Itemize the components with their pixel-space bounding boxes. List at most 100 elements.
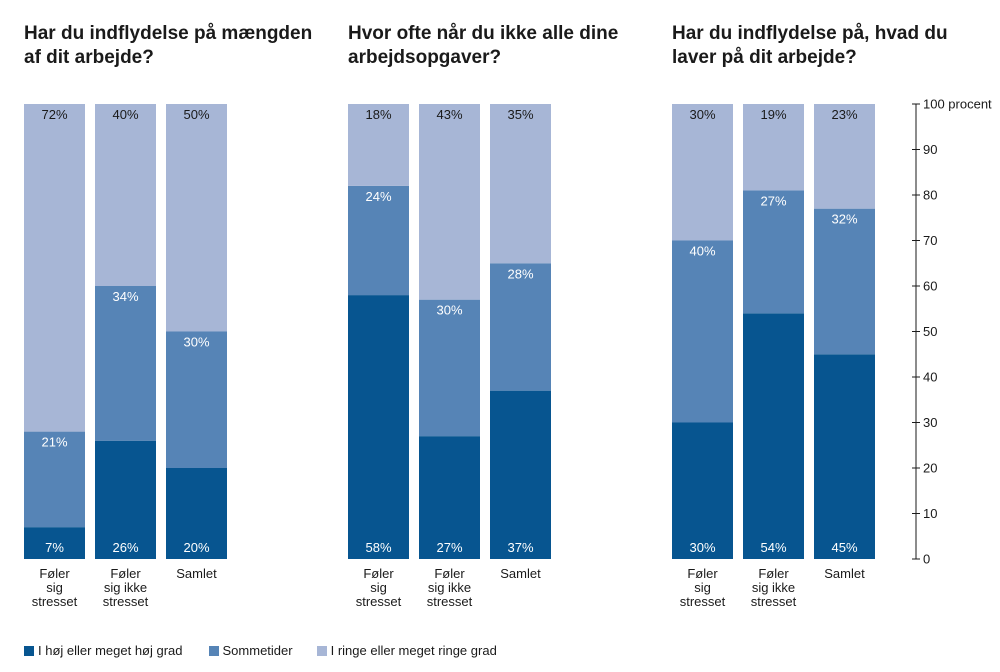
data-label: 54%	[760, 540, 786, 555]
bar-segment	[419, 299, 480, 437]
data-label: 24%	[365, 189, 391, 204]
data-label: 50%	[183, 107, 209, 122]
category-label: sig	[694, 580, 711, 595]
data-label: 43%	[436, 107, 462, 122]
data-label: 30%	[183, 335, 209, 350]
legend-label-low: I ringe eller meget ringe grad	[330, 643, 497, 658]
stacked-bar-charts: 7%21%72%Følersigstresset26%34%40%Følersi…	[24, 97, 992, 609]
bar-segment	[743, 104, 804, 191]
category-label: stresset	[356, 594, 402, 609]
bar-segment	[348, 185, 409, 296]
data-label: 34%	[112, 289, 138, 304]
data-label: 30%	[689, 540, 715, 555]
bar-segment	[672, 422, 733, 559]
legend: I høj eller meget høj grad Sommetider I …	[24, 643, 521, 658]
data-label: 26%	[112, 540, 138, 555]
bar-segment	[166, 331, 227, 468]
category-label: Føler	[39, 566, 70, 581]
category-label: Samlet	[500, 566, 541, 581]
bar-segment	[348, 104, 409, 186]
category-label: sig ikke	[104, 580, 147, 595]
bar-segment	[166, 468, 227, 559]
data-label: 28%	[507, 266, 533, 281]
bar-segment	[419, 436, 480, 559]
data-label: 30%	[689, 107, 715, 122]
category-label: Føler	[363, 566, 394, 581]
legend-swatch-high	[24, 645, 34, 656]
bar-segment	[490, 390, 551, 559]
category-label: stresset	[751, 594, 797, 609]
data-label: 19%	[760, 107, 786, 122]
bar-segment	[490, 263, 551, 391]
data-label: 32%	[831, 212, 857, 227]
bar-segment	[95, 104, 156, 286]
bar-segment	[672, 240, 733, 423]
category-label: stresset	[103, 594, 149, 609]
data-label: 35%	[507, 107, 533, 122]
bar-segment	[95, 286, 156, 441]
data-label: 18%	[365, 107, 391, 122]
y-tick-label: 100 procent	[923, 97, 992, 112]
data-label: 7%	[45, 540, 64, 555]
y-tick-label: 30	[923, 415, 937, 430]
bar-segment	[490, 104, 551, 264]
legend-swatch-low	[316, 645, 327, 656]
category-label: stresset	[32, 594, 78, 609]
bar-segment	[24, 431, 85, 528]
category-label: sig	[370, 580, 387, 595]
chart-title-1: Har du indflydelse på mængden af dit arb…	[24, 23, 313, 68]
data-label: 37%	[507, 540, 533, 555]
legend-label-sometimes: Sommetider	[222, 643, 293, 658]
data-label: 40%	[112, 107, 138, 122]
y-tick-label: 0	[923, 552, 930, 567]
y-tick-label: 60	[923, 279, 937, 294]
category-label: sig ikke	[752, 580, 795, 595]
bar-segment	[743, 190, 804, 314]
bar-segment	[672, 104, 733, 241]
bar-segment	[95, 440, 156, 559]
data-label: 20%	[183, 540, 209, 555]
data-label: 30%	[436, 303, 462, 318]
bar-segment	[24, 527, 85, 559]
category-label: Samlet	[824, 566, 865, 581]
data-label: 21%	[41, 435, 67, 450]
y-tick-label: 90	[923, 142, 937, 157]
legend-swatch-sometimes	[208, 645, 219, 656]
data-label: 58%	[365, 540, 391, 555]
legend-item-low: I ringe eller meget ringe grad	[316, 643, 497, 658]
legend-item-high: I høj eller meget høj grad	[24, 643, 183, 658]
legend-label-high: I høj eller meget høj grad	[38, 643, 183, 658]
data-label: 45%	[831, 540, 857, 555]
category-label: Føler	[687, 566, 718, 581]
category-label: sig ikke	[428, 580, 471, 595]
bar-segment	[814, 354, 875, 559]
data-label: 27%	[436, 540, 462, 555]
category-label: stresset	[680, 594, 726, 609]
category-label: Føler	[434, 566, 465, 581]
y-tick-label: 40	[923, 370, 937, 385]
bar-segment	[348, 295, 409, 559]
bar-segment	[814, 208, 875, 355]
bar-segment	[743, 313, 804, 559]
y-tick-label: 80	[923, 188, 937, 203]
category-label: stresset	[427, 594, 473, 609]
bar-segment	[814, 104, 875, 209]
data-label: 40%	[689, 244, 715, 259]
y-tick-label: 10	[923, 506, 937, 521]
data-label: 72%	[41, 107, 67, 122]
chart-title-3: Har du indflydelse på, hvad du laver på …	[672, 23, 948, 68]
data-label: 23%	[831, 107, 857, 122]
y-tick-label: 20	[923, 461, 937, 476]
category-label: Samlet	[176, 566, 217, 581]
category-label: Føler	[110, 566, 141, 581]
category-label: sig	[46, 580, 63, 595]
bar-segment	[24, 104, 85, 432]
bar-segment	[419, 104, 480, 300]
category-label: Føler	[758, 566, 789, 581]
bar-segment	[166, 104, 227, 332]
legend-item-sometimes: Sommetider	[208, 643, 293, 658]
data-label: 27%	[760, 193, 786, 208]
y-tick-label: 50	[923, 324, 937, 339]
chart-title-2: Hvor ofte når du ikke alle dine arbejdso…	[348, 23, 619, 68]
y-tick-label: 70	[923, 233, 937, 248]
